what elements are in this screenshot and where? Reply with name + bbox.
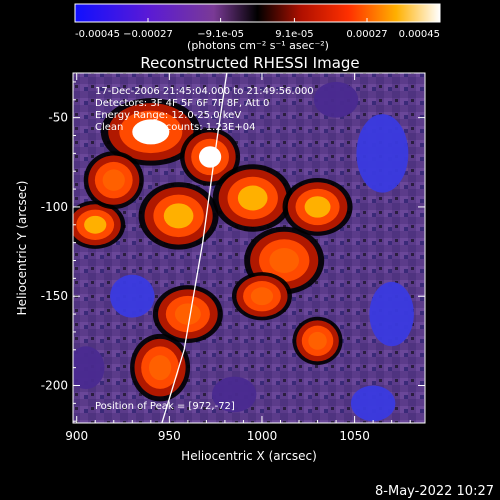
dim-region: [211, 376, 257, 413]
colorbar-tick-label: 0.00027: [346, 29, 387, 40]
bright-region-core: [237, 185, 268, 211]
y-axis: -50 -100 -150 -200: [41, 81, 425, 422]
annotation-detectors: Detectors: 3F 4F 5F 6F 7F 8F, Att 0: [95, 98, 269, 109]
peak-position-label: Position of Peak = [972,-72]: [95, 401, 235, 412]
annotation-counts: Clean Total counts: 1.23E+04: [95, 122, 255, 133]
bright-region: [73, 200, 126, 249]
bright-region-core: [308, 331, 327, 350]
y-tick-label: -150: [41, 289, 68, 303]
bright-region: [152, 285, 223, 344]
bright-region: [292, 316, 343, 365]
y-tick-label: -50: [48, 111, 68, 125]
chart-title: Reconstructed RHESSI Image: [140, 54, 359, 72]
colorbar-tick-labels: -0.00045 −0.00027 −9.1e-05 9.1e-05 0.00027 0.…: [75, 29, 440, 40]
bright-region: [231, 272, 292, 321]
colorbar-tick-label: -0.00045: [75, 29, 120, 40]
colorbar-tick-label: 9.1e-05: [275, 29, 313, 40]
colorbar-gradient: [74, 3, 441, 23]
colorbar-ticks: [74, 18, 441, 22]
colorbar: -0.00045 −0.00027 −9.1e-05 9.1e-05 0.00027 0.…: [74, 3, 441, 52]
x-tick-label: 900: [65, 429, 88, 443]
footer-timestamp: 8-May-2022 10:27: [375, 484, 494, 499]
bright-region: [282, 178, 353, 236]
x-tick-label: 1050: [339, 429, 370, 443]
colorbar-tick-label: −0.00027: [123, 29, 173, 40]
x-axis: 900 950 1000 1050: [65, 73, 411, 443]
bright-region: [130, 333, 191, 402]
annotation-time-range: 17-Dec-2006 21:45:04.000 to 21:49:56.000: [95, 86, 314, 97]
bright-region: [100, 98, 201, 166]
dim-region: [350, 385, 396, 422]
x-axis-label: Heliocentric X (arcsec): [181, 449, 317, 463]
dim-region: [110, 274, 155, 318]
bright-region-core: [148, 355, 172, 381]
bright-region: [83, 151, 144, 210]
dim-region: [73, 346, 105, 390]
bright-region-core: [174, 303, 201, 325]
bright-region-core: [102, 169, 125, 191]
annotation-energy-range: Energy Range: 12.0-25.0 keV: [95, 110, 241, 121]
colorbar-tick-label: 0.00045: [399, 29, 440, 40]
bright-region-core: [250, 287, 274, 306]
y-axis-label: Heliocentric Y (arcsec): [15, 181, 29, 316]
bright-region-core: [304, 196, 331, 218]
x-tick-label: 950: [158, 429, 181, 443]
bright-region-core: [269, 248, 300, 273]
y-tick-label: -200: [41, 379, 68, 393]
plot-area: [73, 73, 425, 423]
colorbar-tick-label: −9.1e-05: [197, 29, 244, 40]
bright-region: [180, 128, 241, 186]
bright-region: [138, 182, 219, 250]
bright-region-core: [198, 146, 222, 168]
bright-region: [212, 164, 293, 232]
dim-region: [369, 281, 414, 347]
y-tick-label: -100: [41, 200, 68, 214]
bright-region-core: [132, 119, 170, 145]
solar-limb-line: [161, 73, 228, 423]
dim-regions: [73, 81, 414, 422]
dim-region: [313, 81, 359, 118]
dim-region: [356, 114, 409, 193]
colorbar-units: (photons cm⁻² s⁻¹ asec⁻²): [187, 39, 329, 52]
bright-region-core: [84, 215, 107, 234]
x-tick-label: 1000: [247, 429, 278, 443]
bright-region-core: [163, 203, 194, 229]
plot-frame: [72, 72, 426, 424]
bright-regions: [73, 98, 353, 402]
observation-annotations: 17-Dec-2006 21:45:04.000 to 21:49:56.000…: [95, 86, 314, 133]
